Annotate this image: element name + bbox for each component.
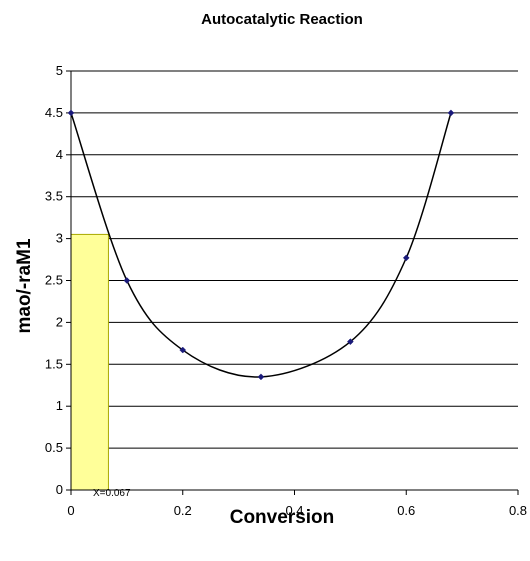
x-axis-label: Conversion	[230, 507, 335, 528]
x-tick-labels: 0 0.2 0.4 0.6 0.8	[67, 503, 527, 518]
chart-title: Autocatalytic Reaction	[201, 11, 363, 28]
y-tick-label: 0.5	[45, 440, 63, 455]
data-point	[402, 254, 410, 262]
x-tick-label: 0.4	[285, 503, 303, 518]
highlight-region	[70, 233, 109, 491]
y-tick-label: 3	[56, 231, 63, 246]
y-tick-label: 4	[56, 147, 63, 162]
data-point	[257, 373, 265, 381]
annotation-label: X=0.067	[93, 488, 131, 499]
y-tick-label: 3.5	[45, 189, 63, 204]
y-axis-label: mao/-raM1	[14, 238, 35, 333]
y-tick-label: 4.5	[45, 105, 63, 120]
axes	[66, 70, 519, 495]
highlight-region-group	[70, 233, 109, 491]
gridlines	[71, 70, 518, 449]
data-point	[67, 109, 75, 117]
x-tick-label: 0	[67, 503, 74, 518]
y-tick-label: 0	[56, 482, 63, 497]
data-points	[67, 109, 455, 381]
y-tick-label: 1	[56, 398, 63, 413]
data-point	[447, 109, 455, 117]
y-tick-labels: 0 0.5 1 1.5 2 2.5 3 3.5 4 4.5 5	[45, 63, 63, 497]
y-tick-label: 5	[56, 63, 63, 78]
y-tick-label: 2	[56, 314, 63, 329]
x-tick-label: 0.8	[509, 503, 527, 518]
data-point	[179, 346, 187, 354]
data-point	[347, 338, 354, 346]
y-tick-label: 1.5	[45, 356, 63, 371]
x-tick-label: 0.2	[174, 503, 192, 518]
curve-group	[70, 112, 452, 378]
series-curve	[70, 112, 452, 378]
data-point	[123, 277, 131, 284]
x-tick-label: 0.6	[397, 503, 415, 518]
y-tick-label: 2.5	[45, 273, 63, 288]
